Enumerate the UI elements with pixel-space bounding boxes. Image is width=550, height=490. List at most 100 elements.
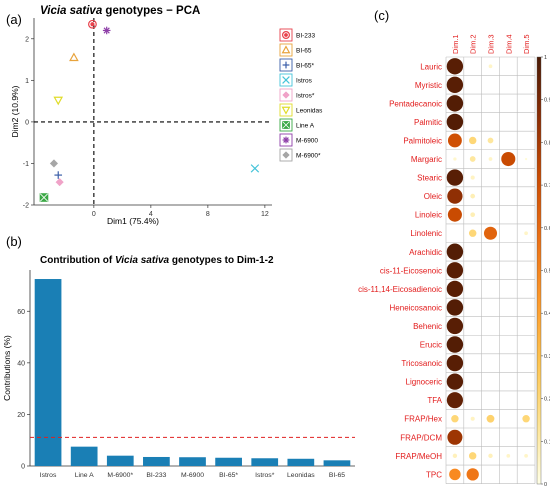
pca-point-istros-: [55, 177, 64, 187]
pca-legend-key: [279, 73, 293, 87]
pca-legend-key: [279, 88, 293, 102]
heat-dot: [501, 151, 516, 167]
colorbar-tick-label: 1: [544, 55, 547, 61]
bar-bi-65: [323, 460, 351, 466]
pca-point-line-a: [39, 193, 49, 202]
heat-row-label: Palmitic: [414, 118, 442, 127]
heat-dot: [488, 453, 493, 459]
heat-dot: [446, 113, 464, 131]
pca-x-axis-label: Dim1 (75.4%): [107, 216, 159, 226]
pca-y-tick-label: -1: [23, 161, 29, 168]
heat-dot: [446, 262, 464, 279]
pca-y-tick-label: 0: [25, 119, 29, 126]
pca-title: Vicia sativa genotypes − PCA: [40, 5, 200, 17]
heat-dot: [446, 392, 463, 409]
heat-row-label: Pentadecanoic: [389, 99, 442, 108]
pca-legend-key: [279, 118, 293, 132]
bar-x-tick-label: Line A: [75, 472, 94, 479]
pca-legend-label: BI-233: [296, 33, 316, 40]
panel-label-b: (b): [6, 234, 22, 249]
bar-x-tick-label: Leonidas: [287, 472, 315, 479]
heat-dot: [446, 354, 464, 372]
pca-point-bi-65-: [54, 171, 63, 179]
bar-title-post: genotypes to Dim-1-2: [169, 255, 274, 266]
pca-point-bi-233: [88, 19, 97, 29]
pca-legend-marker: [282, 121, 290, 129]
correlation-dot-matrix: Dim.1 Dim.2 Dim.3 Dim.4 Dim.5 Lauric Myristic P…: [358, 34, 536, 484]
pca-legend-key: [279, 148, 293, 162]
bar-x-tick-label: BI-65: [329, 472, 345, 479]
pca-legend-key: [279, 43, 293, 57]
colorbar-gradient: [536, 56, 542, 485]
heat-dot: [446, 299, 464, 316]
heat-dot: [469, 156, 476, 162]
heat-dot: [468, 136, 477, 145]
heat-row-label: Behenic: [413, 322, 442, 331]
bar-y-tick-label: 20: [17, 412, 25, 419]
contribution-bar-chart: 0 20 40 60 Istros Line A M-6900* BI-233 M-6900 BI…: [2, 270, 355, 479]
bar-title: Contribution of Vicia sativa genotypes t…: [40, 255, 274, 266]
heat-row-label: Heneicosanoic: [390, 303, 442, 312]
pca-legend-marker: [282, 151, 290, 159]
colorbar-tick-label: 0.3: [544, 354, 550, 360]
heat-row-label: TFA: [427, 396, 442, 405]
panel-label-c: (c): [374, 8, 389, 23]
heat-row-label: FRAP/MeOH: [395, 452, 442, 461]
colorbar: 0 0.1 0.2 0.3 0.4 0.5 0.6 0.7 0.8 0.9 1: [536, 55, 550, 488]
panel-label-a: (a): [6, 12, 22, 27]
pca-legend-label: BI-65*: [296, 63, 315, 70]
colorbar-tick-label: 0: [544, 482, 547, 488]
heat-dot: [446, 280, 464, 298]
heat-dot: [451, 415, 459, 423]
colorbar-tick-label: 0.5: [544, 269, 550, 275]
pca-x-tick-label: 0: [92, 211, 96, 218]
heat-row-label: Stearic: [417, 174, 442, 183]
bar-x-tick-label: BI-65*: [219, 472, 238, 479]
bar-y-tick-label: 0: [21, 464, 25, 471]
bar-title-italic: Vicia sativa: [115, 255, 170, 266]
heat-row-label: FRAP/DCM: [400, 433, 442, 442]
bar-title-pre: Contribution of: [40, 255, 115, 266]
bar-m-6900-: [106, 455, 134, 466]
heat-dot: [522, 415, 530, 423]
heat-dot: [524, 157, 528, 161]
pca-legend-key: [279, 58, 293, 72]
pca-point-istros: [250, 164, 260, 173]
heat-row-label: Arachidic: [409, 248, 442, 257]
bar-bi-65-: [215, 457, 242, 466]
pca-point-m-6900: [102, 26, 111, 35]
heat-row-label: Palmitoleic: [403, 136, 442, 145]
heat-dot: [446, 76, 464, 93]
bar-line-a: [70, 446, 98, 466]
pca-legend-label: BI-65: [296, 48, 312, 55]
pca-legend-label: Leonidas: [296, 108, 323, 115]
heat-dot: [488, 64, 493, 69]
heat-row-label: Linoleic: [415, 211, 442, 220]
colorbar-tick-label: 0.7: [544, 183, 550, 189]
pca-legend-marker: [281, 106, 291, 115]
colorbar-tick-label: 0.8: [544, 140, 550, 146]
pca-legend-key: [279, 133, 293, 147]
pca-y-tick-label: -2: [23, 203, 29, 210]
heat-dot: [453, 157, 457, 161]
pca-legend-marker: [281, 45, 291, 54]
heat-column-label: Dim.5: [522, 34, 531, 54]
colorbar-tick-label: 0.4: [544, 311, 550, 317]
pca-point-leonidas: [53, 96, 64, 106]
heat-row-label: Lauric: [420, 62, 442, 71]
heat-row-label: Linolenic: [410, 229, 442, 238]
colorbar-tick-label: 0.1: [544, 439, 550, 445]
heat-row-label: cis-11-Eicosenoic: [380, 266, 442, 275]
heat-dot: [452, 453, 458, 459]
pca-legend-key: [279, 103, 293, 117]
heat-dot: [466, 468, 479, 481]
pca-legend-marker: [282, 31, 291, 40]
heat-row-label: TPC: [426, 470, 442, 479]
heat-dot: [470, 416, 475, 421]
pca-legend-label: Istros: [296, 78, 313, 85]
heat-dot: [487, 137, 494, 144]
bar-istros-: [251, 458, 279, 466]
bar-y-tick-label: 60: [17, 309, 25, 316]
